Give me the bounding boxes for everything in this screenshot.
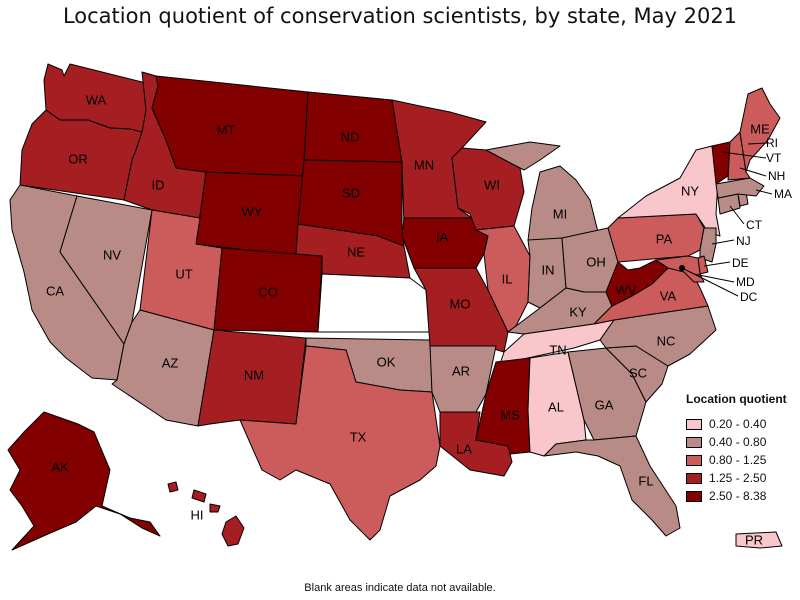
state-label-ga: GA xyxy=(595,397,614,412)
state-label-ms: MS xyxy=(500,407,520,422)
state-label-nc: NC xyxy=(657,333,676,348)
state-label-mn: MN xyxy=(414,157,434,172)
callout-label-nj: NJ xyxy=(736,234,751,248)
legend-title: Location quotient xyxy=(686,392,787,406)
legend-item: 2.50 - 8.38 xyxy=(686,487,796,505)
state-label-ok: OK xyxy=(377,354,396,369)
legend-label: 1.25 - 2.50 xyxy=(709,471,767,485)
state-label-ia: IA xyxy=(436,229,449,244)
state-wi[interactable] xyxy=(451,147,525,231)
state-label-sd: SD xyxy=(342,185,360,200)
state-tx[interactable] xyxy=(239,345,441,541)
state-label-or: OR xyxy=(68,151,88,166)
legend-item: 0.20 - 0.40 xyxy=(686,415,796,433)
state-label-la: LA xyxy=(456,441,472,456)
state-label-wv: WV xyxy=(616,282,637,297)
callout-label-de: DE xyxy=(732,256,749,270)
state-label-az: AZ xyxy=(162,355,179,370)
state-label-pa: PA xyxy=(656,231,673,246)
callout-label-nh: NH xyxy=(768,169,785,183)
legend-swatch xyxy=(686,436,702,448)
state-label-mo: MO xyxy=(450,296,471,311)
state-pr[interactable] xyxy=(735,531,783,549)
footnote: Blank areas indicate data not available. xyxy=(304,582,496,594)
legend-item: 1.25 - 2.50 xyxy=(686,469,796,487)
state-nh[interactable] xyxy=(727,131,751,181)
state-ks[interactable] xyxy=(317,273,431,333)
state-label-al: AL xyxy=(548,399,564,414)
state-label-wa: WA xyxy=(86,92,107,107)
legend-swatch xyxy=(686,490,702,502)
state-label-nd: ND xyxy=(341,129,360,144)
state-label-mt: MT xyxy=(217,122,236,137)
legend-label: 0.40 - 0.80 xyxy=(709,435,767,449)
state-label-in: IN xyxy=(542,262,555,277)
legend-item: 0.80 - 1.25 xyxy=(686,451,796,469)
state-label-ut: UT xyxy=(175,266,192,281)
state-label-wi: WI xyxy=(484,177,500,192)
legend: Location quotient 0.20 - 0.40 0.40 - 0.8… xyxy=(686,392,796,505)
leader-dc xyxy=(681,267,739,297)
state-label-hi: HI xyxy=(191,507,204,522)
state-label-tn: TN xyxy=(549,342,566,357)
state-nj[interactable] xyxy=(699,227,717,263)
state-label-sc: SC xyxy=(629,365,647,380)
state-me[interactable] xyxy=(739,87,781,173)
state-label-me: ME xyxy=(750,121,770,136)
state-label-il: IL xyxy=(502,271,513,286)
legend-swatch xyxy=(686,454,702,466)
state-label-oh: OH xyxy=(586,254,606,269)
leader-ct xyxy=(729,205,745,225)
state-ak[interactable] xyxy=(7,411,161,551)
callout-label-dc: DC xyxy=(740,290,758,304)
state-hi[interactable] xyxy=(167,481,245,547)
state-label-ne: NE xyxy=(347,244,365,259)
legend-swatch xyxy=(686,472,702,484)
state-label-ar: AR xyxy=(452,363,470,378)
state-la[interactable] xyxy=(439,411,513,477)
leader-ri xyxy=(747,142,769,145)
state-label-co: CO xyxy=(258,284,278,299)
state-label-fl: FL xyxy=(638,473,653,488)
leader-vt xyxy=(721,151,767,159)
leader-de xyxy=(703,261,731,267)
leader-ma xyxy=(755,189,773,195)
state-label-nv: NV xyxy=(103,247,121,262)
callout-label-ri: RI xyxy=(766,136,778,150)
state-label-wy: WY xyxy=(242,204,263,219)
legend-label: 0.20 - 0.40 xyxy=(709,417,767,431)
state-label-id: ID xyxy=(152,177,165,192)
leader-nh xyxy=(739,167,767,177)
state-label-ny: NY xyxy=(681,183,699,198)
state-fl[interactable] xyxy=(543,435,681,537)
legend-swatch xyxy=(686,418,702,430)
state-label-ak: AK xyxy=(51,459,69,474)
state-label-mi: MI xyxy=(553,206,567,221)
callout-label-md: MD xyxy=(736,275,755,289)
state-nd[interactable] xyxy=(303,91,403,163)
state-label-tx: TX xyxy=(350,429,367,444)
state-label-ca: CA xyxy=(46,283,64,298)
state-label-nm: NM xyxy=(244,367,264,382)
callout-label-ct: CT xyxy=(746,218,763,232)
callout-label-ma: MA xyxy=(774,187,792,201)
state-label-va: VA xyxy=(660,288,677,303)
legend-label: 0.80 - 1.25 xyxy=(709,453,767,467)
leader-md xyxy=(693,273,735,283)
state-label-pr: PR xyxy=(745,532,763,547)
leader-nj xyxy=(711,239,735,245)
legend-item: 0.40 - 0.80 xyxy=(686,433,796,451)
map-title: Location quotient of conservation scient… xyxy=(62,4,738,28)
state-label-ky: KY xyxy=(569,304,587,319)
callout-label-vt: VT xyxy=(766,151,782,165)
legend-label: 2.50 - 8.38 xyxy=(709,489,767,503)
